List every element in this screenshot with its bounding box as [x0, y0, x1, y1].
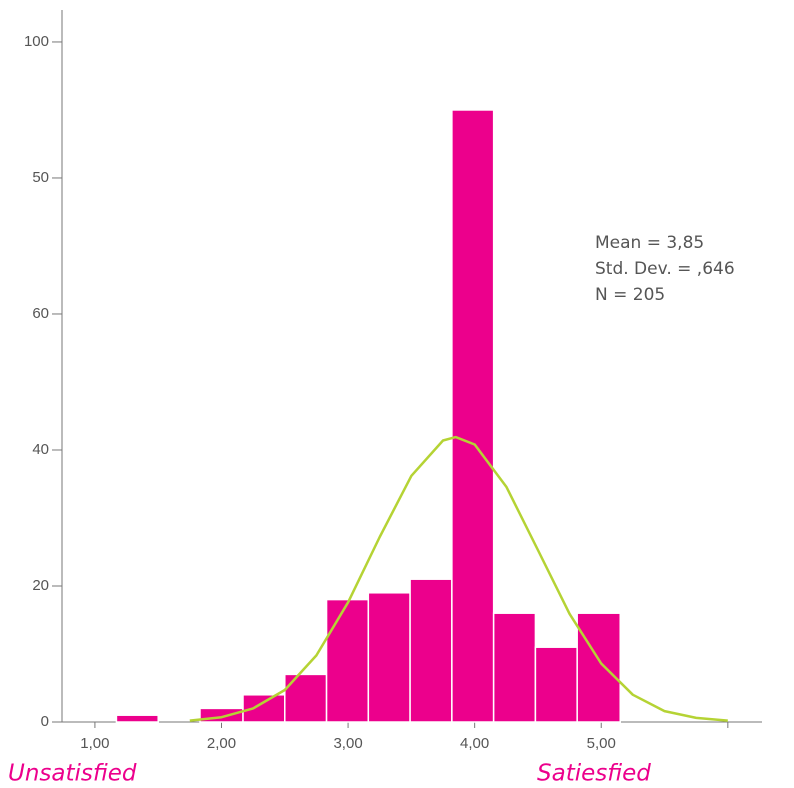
y-tick-label: 40	[32, 441, 49, 458]
x-tick-label: 5,00	[587, 735, 616, 752]
x-tick-label: 1,00	[80, 735, 109, 752]
bar	[492, 612, 537, 723]
scale-label: Unsatisfied	[8, 761, 137, 787]
annotation: N = 205	[595, 285, 665, 305]
scale-label: Satiesfied	[537, 761, 651, 787]
x-tick-label: 3,00	[333, 735, 362, 752]
bar	[325, 598, 370, 723]
bar	[409, 578, 453, 723]
bar	[451, 109, 495, 723]
bar	[576, 612, 621, 723]
bar	[367, 592, 411, 723]
y-tick-label: 0	[41, 713, 49, 730]
y-tick-label: 60	[32, 305, 49, 322]
annotation: Std. Dev. = ,646	[595, 259, 735, 279]
y-tick-label: 50	[32, 169, 49, 186]
x-tick-label: 4,00	[460, 735, 489, 752]
annotation: Mean = 3,85	[595, 233, 704, 253]
normal-curve	[189, 435, 728, 722]
bar	[534, 646, 578, 723]
y-tick-label: 100	[24, 33, 49, 50]
x-tick-label: 2,00	[207, 735, 236, 752]
y-tick-label: 20	[32, 577, 49, 594]
bar	[115, 714, 159, 723]
